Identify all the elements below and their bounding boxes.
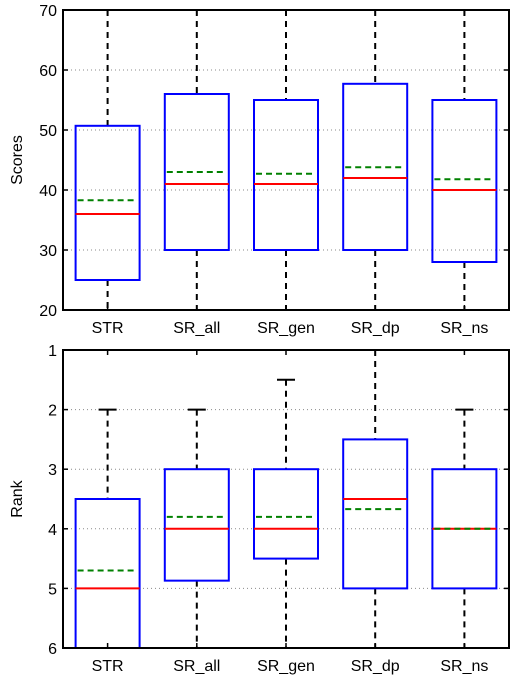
panel-1-box [342,82,409,251]
panel-2-category-label: SR_ns [440,658,488,675]
panel-1-box [253,99,319,251]
panel-2-ytick-label: 4 [48,522,57,539]
panel-2-ytick-label: 2 [48,403,57,420]
panel-2-category-label: SR_dp [351,658,400,675]
panel-1-box [163,93,230,251]
panel-1-category-label: SR_dp [351,320,400,337]
panel-2-ytick-label: 5 [48,581,57,598]
panel-1-ytick-label: 50 [39,123,57,140]
panel-1-ytick-label: 20 [39,303,57,320]
panel-1-category-label: SR_gen [257,320,315,337]
panel-2-ylabel: Rank [9,479,26,517]
panel-2-box [342,438,409,590]
panel-1-ytick-label: 40 [39,183,57,200]
panel-2-category-label: SR_gen [257,658,315,675]
panel-2-category-label: STR [92,658,124,675]
panel-2-box [253,468,319,560]
panel-1-category-label: SR_all [173,320,220,337]
panel-2-ytick-label: 3 [48,462,57,479]
panel-2-box [163,468,230,582]
panel-2-category-label: SR_all [173,658,220,675]
panel-1-ylabel: Scores [9,135,26,185]
panel-2-ytick-label: 6 [48,641,57,658]
panel-1-ytick-label: 60 [39,63,57,80]
panel-1-box [74,124,141,281]
panel-2-ytick-label: 1 [48,343,57,360]
panel-1-category-label: SR_ns [440,320,488,337]
panel-1-ytick-label: 70 [39,3,57,20]
panel-1-box [431,99,498,263]
panel-1-ytick-label: 30 [39,243,57,260]
panel-2-box [74,498,141,649]
panel-1-category-label: STR [92,320,124,337]
